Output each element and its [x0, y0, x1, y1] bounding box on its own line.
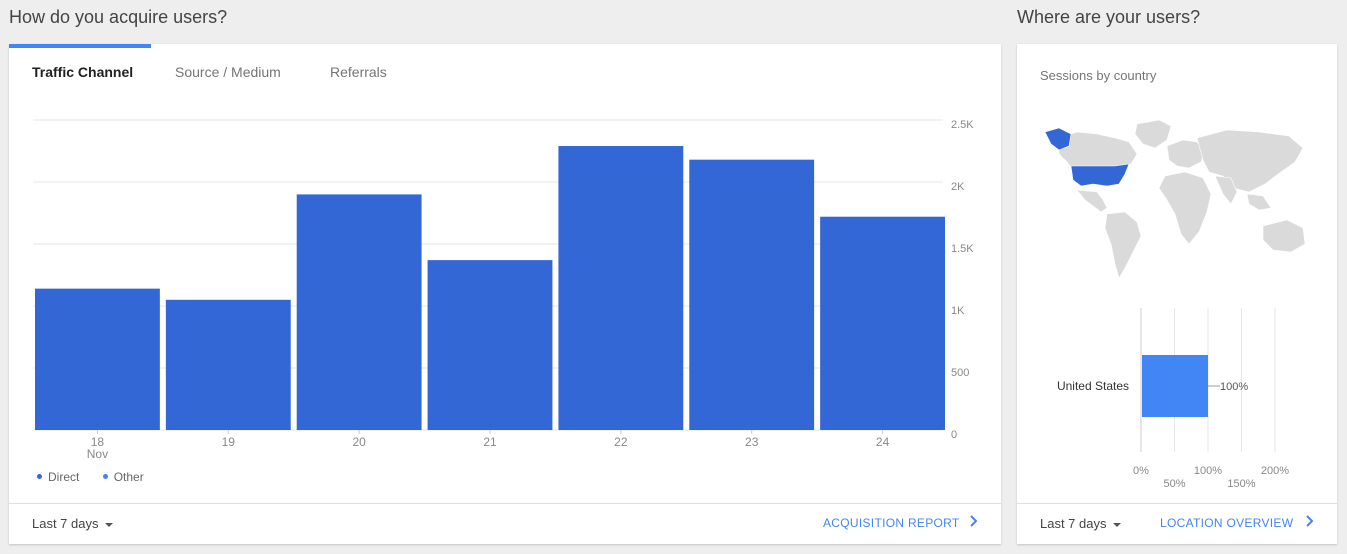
acquisition-card-footer: Last 7 days ACQUISITION REPORT: [9, 503, 1001, 544]
caret-down-icon: [1112, 522, 1121, 527]
x-tick-label: 50%: [1163, 478, 1185, 490]
x-tick-sublabel: Nov: [87, 447, 108, 461]
legend-dot-other: [102, 474, 108, 479]
map-region-alaska: [1044, 127, 1072, 151]
map-region-greenland: [1134, 119, 1172, 149]
bar-united-states[interactable]: [1142, 355, 1208, 417]
acquisition-section-title: How do you acquire users?: [9, 7, 228, 27]
y-tick-label: 1.5K: [951, 243, 974, 255]
x-tick-label: 21: [483, 435, 497, 449]
y-tick-label: 1K: [951, 305, 965, 317]
acquisition-card: Traffic Channel Source / Medium Referral…: [9, 44, 1001, 544]
caret-down-icon: [104, 522, 113, 527]
bar-19[interactable]: [165, 299, 291, 430]
legend-label-other: Other: [113, 469, 144, 484]
x-tick-label: 20: [352, 435, 366, 449]
location-card-footer: Last 7 days LOCATION OVERVIEW: [1017, 503, 1337, 544]
bar-21[interactable]: [427, 260, 553, 430]
map-region-africa: [1158, 171, 1212, 245]
location-date-range-select[interactable]: Last 7 days: [1040, 516, 1121, 531]
x-tick-label: 24: [876, 435, 890, 449]
map-region-southeast-asia: [1246, 193, 1272, 211]
chevron-right-icon[interactable]: [1305, 514, 1315, 528]
map-region-united-states: [1070, 163, 1130, 187]
bar-23[interactable]: [689, 159, 815, 430]
location-card: Sessions by country: [1017, 44, 1337, 544]
acquisition-date-range-label: Last 7 days: [32, 516, 99, 531]
bar-value-label: 100%: [1220, 381, 1248, 393]
bar-22[interactable]: [558, 146, 684, 430]
x-tick-label: 18: [91, 435, 105, 449]
y-tick-label: 2.5K: [951, 119, 974, 131]
location-date-range-label: Last 7 days: [1040, 516, 1107, 531]
legend-item-direct: Direct: [37, 470, 79, 484]
x-tick-label: 23: [745, 435, 759, 449]
tab-referrals[interactable]: Referrals: [330, 64, 387, 80]
acquisition-report-link[interactable]: ACQUISITION REPORT: [823, 516, 960, 530]
x-tick-label: 200%: [1261, 465, 1289, 477]
chart-legend: Direct Other: [37, 468, 164, 484]
map-region-europe: [1166, 139, 1206, 169]
bar-18[interactable]: [35, 288, 160, 430]
x-tick-label: 22: [614, 435, 628, 449]
map-region-australia: [1262, 219, 1306, 253]
location-section-title: Where are your users?: [1017, 7, 1201, 27]
y-tick-label: 500: [951, 367, 969, 379]
bar-24[interactable]: [820, 216, 945, 430]
acquisition-date-range-select[interactable]: Last 7 days: [32, 516, 113, 531]
tab-source-medium[interactable]: Source / Medium: [175, 64, 281, 80]
legend-item-other: Other: [102, 469, 144, 484]
map-region-india: [1214, 175, 1238, 205]
x-tick-label: 0%: [1133, 465, 1149, 477]
sessions-by-country-title: Sessions by country: [1040, 68, 1157, 83]
legend-dot-direct: [37, 474, 42, 479]
y-tick-label: 0: [951, 429, 957, 441]
sessions-by-country-bar-chart: 0% 50% 100% 150% 200% United States 100%: [1057, 308, 1289, 490]
map-region-mexico: [1076, 189, 1108, 213]
chevron-right-icon[interactable]: [969, 514, 979, 528]
map-region-asia: [1196, 129, 1304, 193]
tab-traffic-channel[interactable]: Traffic Channel: [32, 64, 134, 80]
x-tick-label: 100%: [1194, 465, 1222, 477]
x-tick-label: 19: [222, 435, 236, 449]
bar-20[interactable]: [296, 194, 422, 430]
x-tick-label: 150%: [1227, 478, 1255, 490]
legend-label-direct: Direct: [48, 469, 80, 484]
world-map: [1044, 119, 1306, 279]
active-tab-indicator: [9, 44, 151, 48]
map-region-south-america: [1104, 211, 1142, 279]
y-tick-label: 2K: [951, 181, 965, 193]
location-overview-link[interactable]: LOCATION OVERVIEW: [1160, 516, 1294, 530]
country-label: United States: [1057, 379, 1129, 393]
